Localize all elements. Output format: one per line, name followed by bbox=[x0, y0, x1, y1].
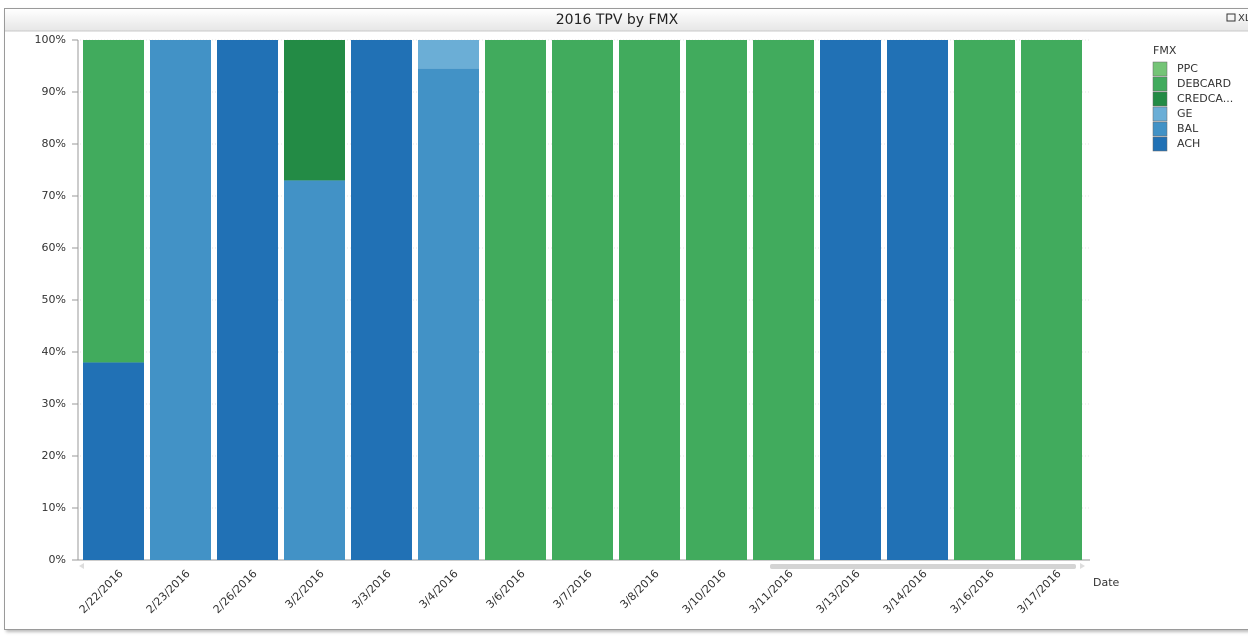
legend-label: BAL bbox=[1177, 122, 1199, 135]
x-tick-label: 3/7/2016 bbox=[551, 567, 595, 611]
legend-swatch bbox=[1152, 106, 1168, 122]
x-tick-label: 3/3/2016 bbox=[350, 567, 394, 611]
bar-segment bbox=[1021, 40, 1082, 560]
bar-segment bbox=[418, 68, 479, 560]
x-tick-label: 3/13/2016 bbox=[814, 567, 863, 616]
y-tick-label: 50% bbox=[42, 293, 66, 306]
x-tick-label: 3/14/2016 bbox=[881, 567, 930, 616]
x-tick-label: 3/17/2016 bbox=[1015, 567, 1064, 616]
y-tick-label: 100% bbox=[35, 33, 66, 46]
scroll-right[interactable] bbox=[1080, 563, 1085, 569]
bar-segment bbox=[83, 362, 144, 560]
scroll-left[interactable] bbox=[79, 563, 84, 569]
x-tick-label: 3/11/2016 bbox=[747, 567, 796, 616]
bar-segment bbox=[887, 40, 948, 560]
y-tick-label: 20% bbox=[42, 449, 66, 462]
bar-segment bbox=[284, 180, 345, 560]
x-tick-label: 2/23/2016 bbox=[144, 567, 193, 616]
x-tick-label: 2/26/2016 bbox=[211, 567, 260, 616]
legend-label: CREDCA... bbox=[1177, 92, 1233, 105]
x-tick-label: 3/16/2016 bbox=[948, 567, 997, 616]
bar-segment bbox=[619, 40, 680, 560]
legend-swatch bbox=[1152, 76, 1168, 92]
bar-segment bbox=[351, 40, 412, 560]
legend-swatch bbox=[1152, 136, 1168, 152]
bar-segment bbox=[552, 40, 613, 560]
bar-segment bbox=[820, 40, 881, 560]
y-tick-label: 70% bbox=[42, 189, 66, 202]
y-tick-label: 90% bbox=[42, 85, 66, 98]
xl-button[interactable]: XL bbox=[1238, 13, 1248, 24]
x-axis-title: Date bbox=[1093, 576, 1120, 589]
x-tick-label: 3/4/2016 bbox=[417, 567, 461, 611]
bar-segment bbox=[284, 40, 345, 181]
legend-label: PPC bbox=[1177, 62, 1198, 75]
bar-segment bbox=[83, 40, 144, 363]
title-bar bbox=[5, 9, 1248, 31]
legend-swatch bbox=[1152, 121, 1168, 137]
legend-swatch bbox=[1152, 61, 1168, 77]
bar-segment bbox=[150, 40, 211, 560]
legend-label: ACH bbox=[1177, 137, 1200, 150]
y-tick-label: 0% bbox=[49, 553, 66, 566]
legend-label: GE bbox=[1177, 107, 1193, 120]
xl-icon[interactable] bbox=[1226, 13, 1236, 22]
y-tick-label: 40% bbox=[42, 345, 66, 358]
bar-segment bbox=[217, 40, 278, 560]
y-tick-label: 60% bbox=[42, 241, 66, 254]
bar-segment bbox=[753, 40, 814, 560]
legend-title: FMX bbox=[1153, 44, 1177, 57]
x-tick-label: 2/22/2016 bbox=[77, 567, 126, 616]
x-tick-label: 3/10/2016 bbox=[680, 567, 729, 616]
bar-segment bbox=[418, 40, 479, 69]
x-tick-label: 3/6/2016 bbox=[484, 567, 528, 611]
y-tick-label: 30% bbox=[42, 397, 66, 410]
chart-title: 2016 TPV by FMX bbox=[556, 12, 679, 28]
bar-segment bbox=[485, 40, 546, 560]
x-tick-label: 3/2/2016 bbox=[283, 567, 327, 611]
y-tick-label: 80% bbox=[42, 137, 66, 150]
legend-swatch bbox=[1152, 91, 1168, 107]
bar-segment bbox=[954, 40, 1015, 560]
legend-label: DEBCARD bbox=[1177, 77, 1231, 90]
scrollbar-thumb[interactable] bbox=[770, 564, 1076, 569]
bar-segment bbox=[686, 40, 747, 560]
y-tick-label: 10% bbox=[42, 501, 66, 514]
x-tick-label: 3/8/2016 bbox=[618, 567, 662, 611]
